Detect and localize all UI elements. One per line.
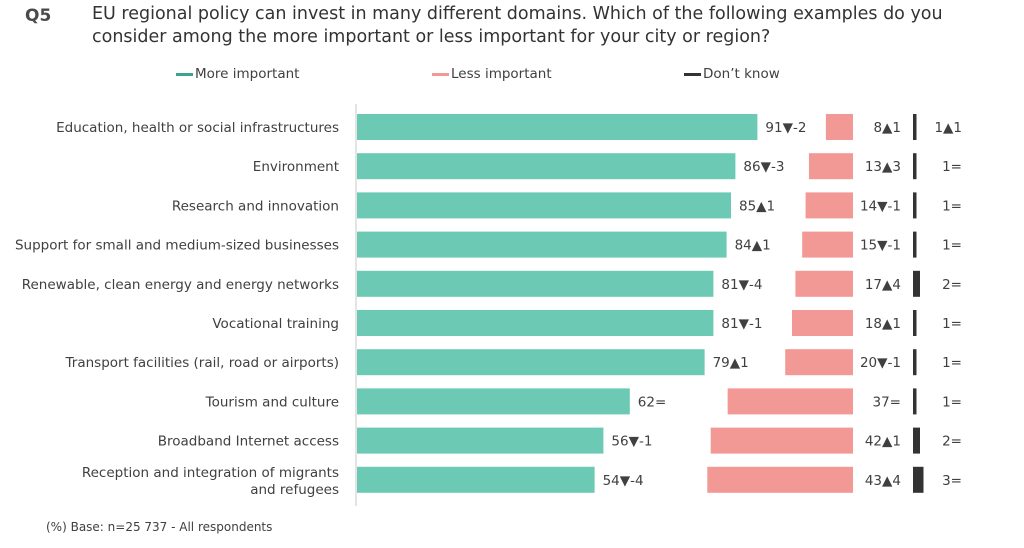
legend-item-more-important: More important <box>176 66 299 82</box>
data-label-less-important: 13▲3 <box>865 159 901 175</box>
data-label-more-important: 91▼-2 <box>765 120 806 136</box>
bar-less-important <box>795 270 853 297</box>
bar-dont-know <box>913 466 924 493</box>
category-label: Environment <box>253 159 339 175</box>
data-label-less-important: 43▲4 <box>865 473 901 489</box>
category-label: Support for small and medium-sized busin… <box>15 238 339 254</box>
category-label: Education, health or social infrastructu… <box>56 120 339 136</box>
data-label-more-important: 62= <box>638 394 667 410</box>
bar-less-important <box>825 114 853 140</box>
bar-dont-know <box>913 231 917 258</box>
category-label: Research and innovation <box>172 198 339 214</box>
bar-dont-know <box>913 192 917 219</box>
data-label-dont-know: 2= <box>942 434 962 450</box>
bar-dont-know <box>913 427 920 454</box>
legend-item-dont-know: Don’t know <box>684 66 780 82</box>
category-label: Broadband Internet access <box>158 434 339 450</box>
legend-label-dont-know: Don’t know <box>703 66 780 82</box>
bar-more-important <box>357 231 727 258</box>
data-label-more-important: 86▼-3 <box>743 159 784 175</box>
category-label: Tourism and culture <box>205 394 339 410</box>
bar-more-important <box>357 349 705 376</box>
bar-dont-know <box>913 388 917 415</box>
data-label-more-important: 85▲1 <box>739 198 775 214</box>
bar-less-important <box>802 231 853 258</box>
bar-dont-know <box>913 114 917 140</box>
bar-more-important <box>357 270 714 297</box>
bar-more-important <box>357 466 595 493</box>
question-text: EU regional policy can invest in many di… <box>92 4 943 47</box>
data-label-more-important: 81▼-4 <box>721 277 762 293</box>
data-label-dont-know: 1= <box>942 159 962 175</box>
bar-dont-know <box>913 349 917 376</box>
legend-swatch-dont-know <box>684 72 701 76</box>
bar-more-important <box>357 192 731 219</box>
category-label: Transport facilities (rail, road or airp… <box>65 355 339 371</box>
data-label-more-important: 54▼-4 <box>603 473 644 489</box>
data-label-dont-know: 2= <box>942 277 962 293</box>
data-label-less-important: 18▲1 <box>865 316 901 332</box>
bar-more-important <box>357 388 630 415</box>
bar-less-important <box>808 153 853 180</box>
data-label-less-important: 20▼-1 <box>860 355 901 371</box>
data-label-dont-know: 1= <box>942 394 962 410</box>
bar-less-important <box>707 466 853 493</box>
category-label-line: and refugees <box>250 482 339 498</box>
bar-more-important <box>357 114 758 140</box>
bar-dont-know <box>913 270 920 297</box>
data-label-less-important: 15▼-1 <box>860 238 901 254</box>
bar-more-important <box>357 310 714 336</box>
bar-less-important <box>710 427 853 454</box>
data-label-dont-know: 1= <box>942 198 962 214</box>
data-label-dont-know: 3= <box>942 473 962 489</box>
data-label-dont-know: 1= <box>942 355 962 371</box>
category-label-line: Reception and integration of migrants <box>82 465 339 481</box>
category-label: Reception and integration of migrants and… <box>82 465 339 498</box>
footnote: (%) Base: n=25 737 - All respondents <box>46 520 273 534</box>
data-label-less-important: 17▲4 <box>865 277 901 293</box>
data-label-less-important: 8▲1 <box>873 120 901 136</box>
category-label: Renewable, clean energy and energy netwo… <box>22 277 339 293</box>
data-label-dont-know: 1= <box>942 316 962 332</box>
bar-less-important <box>727 388 853 415</box>
bar-less-important <box>785 349 853 376</box>
data-label-less-important: 42▲1 <box>865 434 901 450</box>
legend-swatch-less <box>432 72 449 76</box>
bar-less-important <box>805 192 853 219</box>
category-label: Vocational training <box>212 316 339 332</box>
bar-more-important <box>357 427 604 454</box>
question-number: Q5 <box>25 6 52 26</box>
data-label-more-important: 79▲1 <box>713 355 749 371</box>
legend-item-less-important: Less important <box>432 66 552 82</box>
data-label-dont-know: 1= <box>942 238 962 254</box>
data-label-less-important: 14▼-1 <box>860 198 901 214</box>
legend-swatch-more <box>176 72 193 76</box>
bar-less-important <box>792 310 853 336</box>
data-label-more-important: 84▲1 <box>735 238 771 254</box>
data-label-more-important: 56▼-1 <box>611 434 652 450</box>
data-label-more-important: 81▼-1 <box>721 316 762 332</box>
bar-dont-know <box>913 310 917 336</box>
legend-label-less: Less important <box>451 66 552 82</box>
bar-dont-know <box>913 153 917 180</box>
legend-label-more: More important <box>195 66 300 82</box>
bar-more-important <box>357 153 736 180</box>
data-label-dont-know: 1▲1 <box>934 120 962 136</box>
data-label-less-important: 37= <box>873 394 902 410</box>
